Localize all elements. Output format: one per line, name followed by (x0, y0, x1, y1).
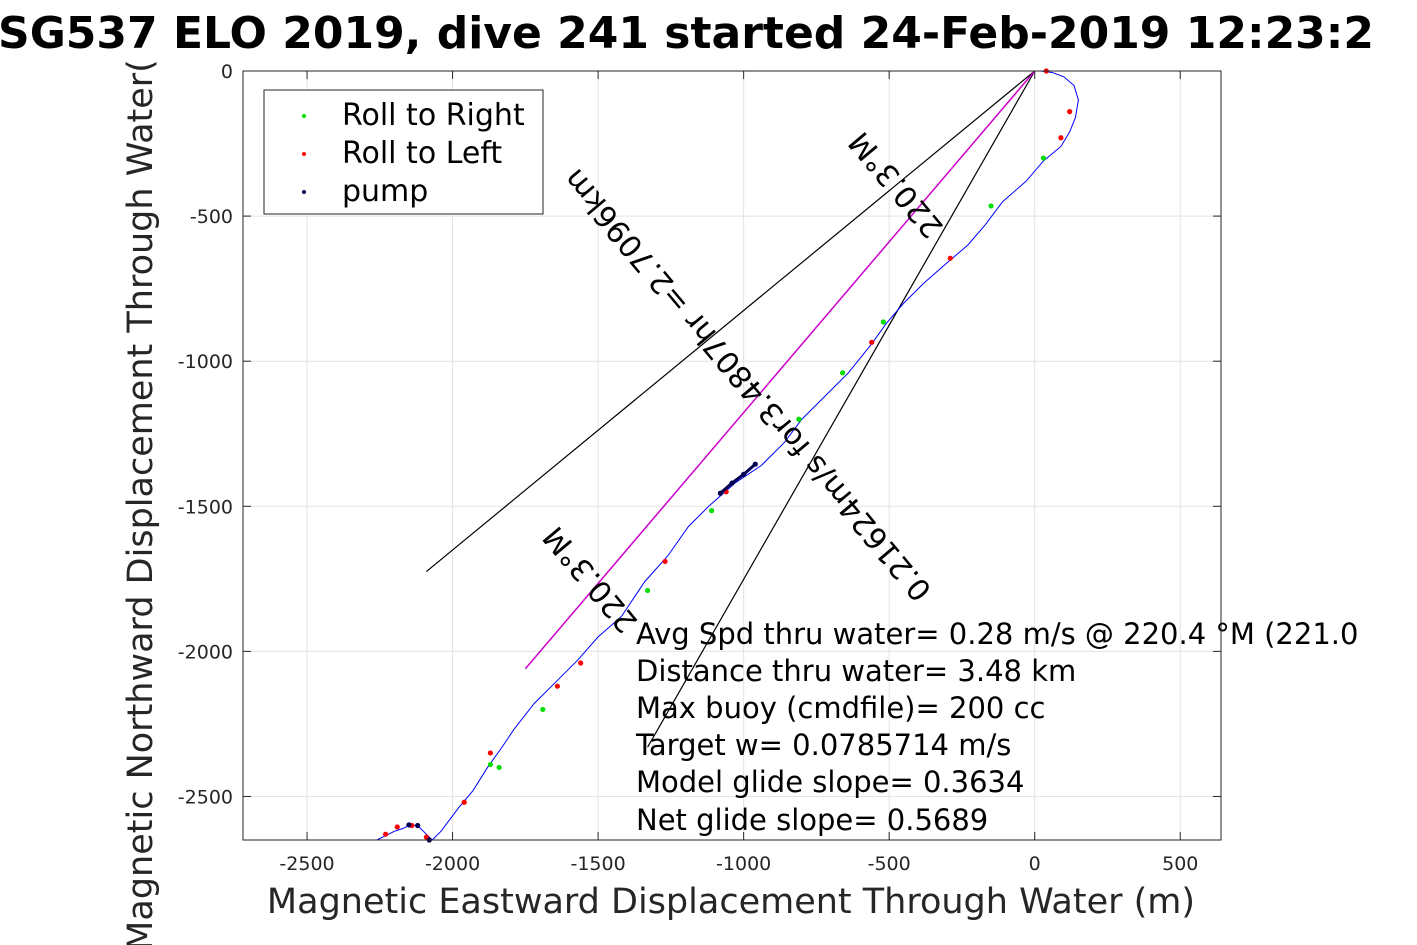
ticks: -2500 -2000 -1500 -1000 -500 0 500 0 -500 -1000 -1… (178, 61, 1221, 875)
x-axis-label: Magnetic Eastward Displacement Through W… (267, 882, 1195, 922)
y-tick-label: -2000 (178, 641, 233, 663)
roll-right-point (540, 706, 546, 713)
roll-right-point (880, 319, 886, 325)
x-tick-label: -1500 (570, 853, 625, 875)
roll-left-point (1067, 109, 1073, 115)
legend-marker-roll-right (302, 114, 306, 118)
heading-line (647, 70, 1036, 748)
x-tick-label: 0 (1029, 853, 1041, 875)
roll-right-point (487, 761, 494, 768)
annotation-net-glide: Net glide slope= 0.5689 (636, 803, 988, 837)
course-line (524, 70, 1036, 670)
roll-right-point (988, 203, 994, 209)
y-tick-label: -1000 (178, 351, 233, 373)
legend-marker-roll-left (302, 152, 306, 156)
roll-left-point (947, 255, 953, 261)
roll-right-point (840, 370, 846, 376)
annotation-max-buoy: Max buoy (cmdfile)= 200 cc (636, 691, 1045, 725)
markers (383, 68, 1073, 843)
roll-left-point (554, 683, 560, 689)
x-tick-label: -500 (868, 853, 911, 875)
roll-left-point (869, 339, 875, 345)
roll-right-point (796, 416, 802, 422)
legend-label-roll-left: Roll to Left (342, 136, 502, 171)
y-tick-label: -2500 (178, 786, 233, 808)
axes-box (242, 70, 1222, 841)
roll-left-point (1058, 135, 1064, 141)
roll-left-point (578, 660, 584, 666)
y-tick-label: -1500 (178, 496, 233, 518)
annotation-target-w: Target w= 0.0785714 m/s (635, 728, 1011, 762)
pump-point (415, 822, 421, 829)
roll-left-point (487, 750, 494, 756)
legend-label-pump: pump (342, 174, 428, 209)
legend: Roll to Right Roll to Left pump (263, 89, 544, 215)
roll-left-point (383, 831, 389, 837)
y-axis-label: Magnetic Northward Displacement Through … (121, 59, 161, 945)
roll-right-point (496, 764, 502, 771)
chart-title: SG537 ELO 2019, dive 241 started 24-Feb-… (0, 8, 1374, 59)
x-tick-label: -2000 (425, 853, 480, 875)
annotation-avg-speed: Avg Spd thru water= 0.28 m/s @ 220.4 °M … (636, 617, 1358, 651)
x-tick-label: 500 (1162, 853, 1198, 875)
y-tick-label: 0 (221, 61, 233, 83)
pump-point (406, 822, 412, 828)
roll-left-point (461, 799, 467, 805)
legend-marker-pump (302, 190, 306, 194)
legend-box (263, 89, 544, 215)
roll-right-point (644, 587, 651, 594)
x-tick-label: -1000 (716, 853, 771, 875)
stats-annotations: Avg Spd thru water= 0.28 m/s @ 220.4 °M … (635, 617, 1358, 837)
y-tick-label: -500 (190, 206, 233, 228)
roll-right-point (1040, 155, 1047, 161)
pump-segment (719, 463, 757, 495)
annotation-distance: Distance thru water= 3.48 km (636, 654, 1076, 688)
roll-right-point (709, 508, 715, 514)
annotation-model-glide: Model glide slope= 0.3634 (636, 765, 1024, 799)
legend-label-roll-right: Roll to Right (342, 98, 525, 133)
x-tick-label: -2500 (279, 853, 334, 875)
heading-line (425, 70, 1036, 573)
roll-left-point (662, 558, 668, 565)
roll-left-point (394, 824, 400, 830)
